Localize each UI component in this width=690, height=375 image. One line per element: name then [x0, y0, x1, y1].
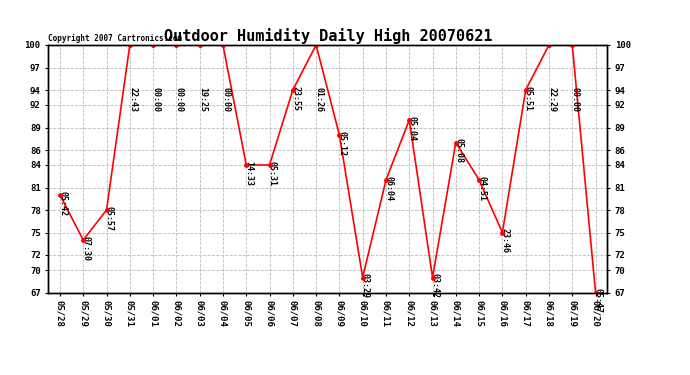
Text: 05:31: 05:31	[268, 161, 277, 186]
Text: 04:51: 04:51	[477, 176, 486, 201]
Text: 05:47: 05:47	[594, 288, 603, 314]
Text: 05:04: 05:04	[408, 116, 417, 141]
Text: 14:33: 14:33	[244, 161, 253, 186]
Text: 00:00: 00:00	[221, 87, 230, 112]
Text: 00:00: 00:00	[571, 87, 580, 112]
Text: 07:30: 07:30	[81, 236, 90, 261]
Text: 19:25: 19:25	[198, 87, 207, 112]
Text: 06:04: 06:04	[384, 176, 393, 201]
Text: 00:00: 00:00	[175, 87, 184, 112]
Text: 22:43: 22:43	[128, 87, 137, 112]
Text: 05:12: 05:12	[337, 131, 346, 156]
Text: 00:00: 00:00	[151, 87, 160, 112]
Text: 01:26: 01:26	[315, 87, 324, 112]
Text: 23:46: 23:46	[501, 228, 510, 254]
Text: 22:29: 22:29	[547, 87, 556, 112]
Title: Outdoor Humidity Daily High 20070621: Outdoor Humidity Daily High 20070621	[164, 28, 492, 44]
Text: 03:29: 03:29	[361, 273, 370, 298]
Text: 05:08: 05:08	[454, 138, 463, 164]
Text: 03:42: 03:42	[431, 273, 440, 298]
Text: 05:57: 05:57	[105, 206, 114, 231]
Text: Copyright 2007 Cartronics.com: Copyright 2007 Cartronics.com	[48, 33, 182, 42]
Text: 05:51: 05:51	[524, 86, 533, 111]
Text: 05:42: 05:42	[58, 191, 67, 216]
Text: 23:55: 23:55	[291, 86, 300, 111]
